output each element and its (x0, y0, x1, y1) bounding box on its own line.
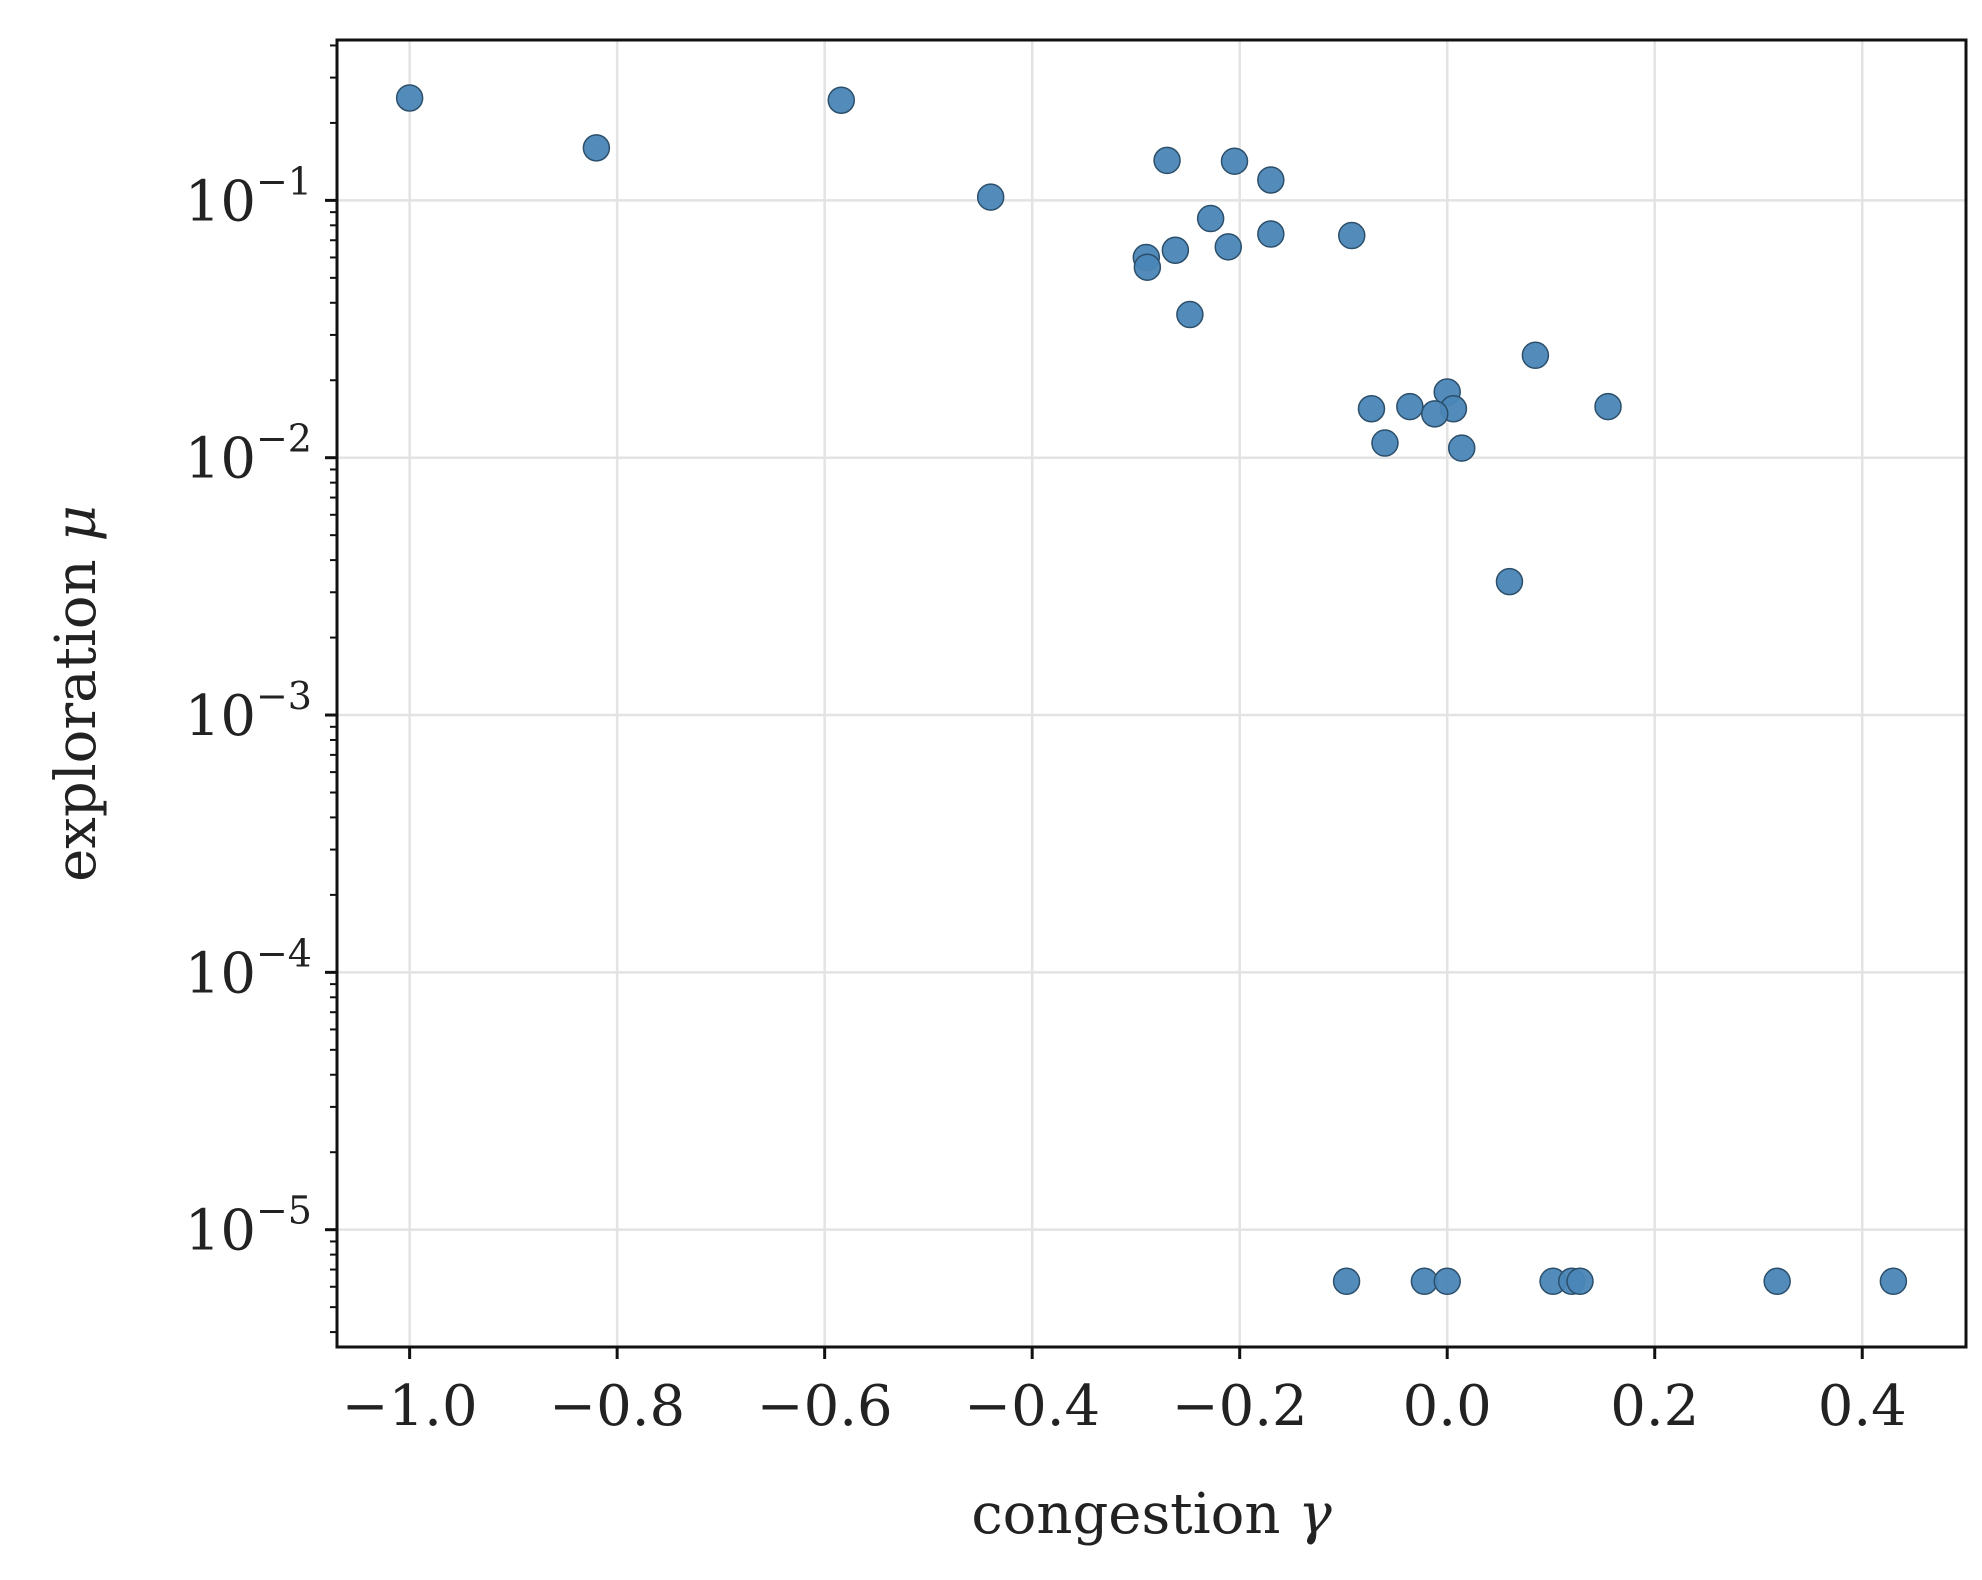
y-tick-label-base: 10 (185, 684, 256, 749)
x-tick-label: −0.6 (757, 1374, 893, 1439)
y-tick-label-exponent: −2 (256, 417, 312, 461)
data-point (1396, 392, 1424, 421)
y-tick-labels: 10−110−210−310−410−5 (185, 159, 312, 1263)
y-tick-label-base: 10 (185, 941, 256, 1006)
x-tick-label: 0.0 (1403, 1374, 1492, 1439)
data-point (1196, 204, 1225, 233)
x-axis-label: congestion γ (971, 1482, 1332, 1547)
data-point (1371, 429, 1399, 457)
y-tick-label-base: 10 (185, 427, 256, 492)
plot-frame (335, 38, 1968, 1349)
data-point (1447, 434, 1476, 462)
data-point (1338, 221, 1366, 250)
data-point (1594, 392, 1622, 421)
data-point (395, 84, 424, 112)
x-tick-label: 0.4 (1818, 1374, 1907, 1439)
data-point (1357, 394, 1386, 423)
y-tick-label-base: 10 (185, 1199, 256, 1264)
x-tick-labels: −1.0 −0.8 −0.6 −0.4 −0.2 0.0 0.2 0.4 (342, 1374, 1907, 1439)
axis-ticks (325, 198, 1864, 1359)
y-axis-label: exploration μ (44, 505, 109, 882)
grid-lines (337, 40, 1966, 1347)
data-point (1133, 253, 1162, 281)
data-point (1566, 1267, 1594, 1296)
y-axis-label-symbol: μ (44, 505, 109, 541)
x-axis-label-symbol: γ (1298, 1482, 1332, 1547)
data-point (1433, 1267, 1461, 1296)
x-tick-label: −0.4 (964, 1374, 1100, 1439)
x-tick-label: 0.2 (1610, 1374, 1699, 1439)
y-tick-label-base: 10 (185, 169, 256, 234)
data-point (1257, 220, 1285, 248)
x-tick-label: −0.8 (549, 1374, 685, 1439)
x-tick-label: −0.2 (1172, 1374, 1308, 1439)
data-point (1220, 147, 1249, 175)
data-point (1421, 400, 1449, 428)
x-tick-label: −1.0 (342, 1374, 478, 1439)
y-tick-label: 10−5 (185, 1189, 312, 1264)
y-tick-label-exponent: −5 (256, 1189, 312, 1233)
y-tick-label: 10−2 (185, 417, 312, 492)
data-point (1153, 146, 1181, 175)
data-point (1161, 236, 1190, 265)
data-point (827, 86, 856, 114)
data-points (395, 84, 1908, 1296)
data-point (1176, 300, 1204, 329)
y-tick-label-exponent: −1 (256, 159, 312, 203)
data-point (1879, 1267, 1908, 1296)
y-tick-label: 10−1 (185, 159, 312, 234)
data-point (1521, 341, 1550, 370)
data-point (1495, 567, 1524, 596)
data-point (976, 183, 1005, 211)
data-point (1763, 1267, 1791, 1296)
y-tick-label: 10−3 (185, 674, 312, 749)
data-point (1257, 166, 1285, 194)
x-axis-label-text: congestion (971, 1482, 1280, 1547)
data-point (1332, 1267, 1361, 1296)
data-point (582, 134, 611, 162)
y-tick-label-exponent: −4 (256, 931, 312, 975)
y-axis-label-text: exploration (44, 559, 109, 882)
y-tick-label: 10−4 (185, 931, 312, 1006)
data-point (1214, 233, 1243, 261)
y-tick-label-exponent: −3 (256, 674, 312, 718)
